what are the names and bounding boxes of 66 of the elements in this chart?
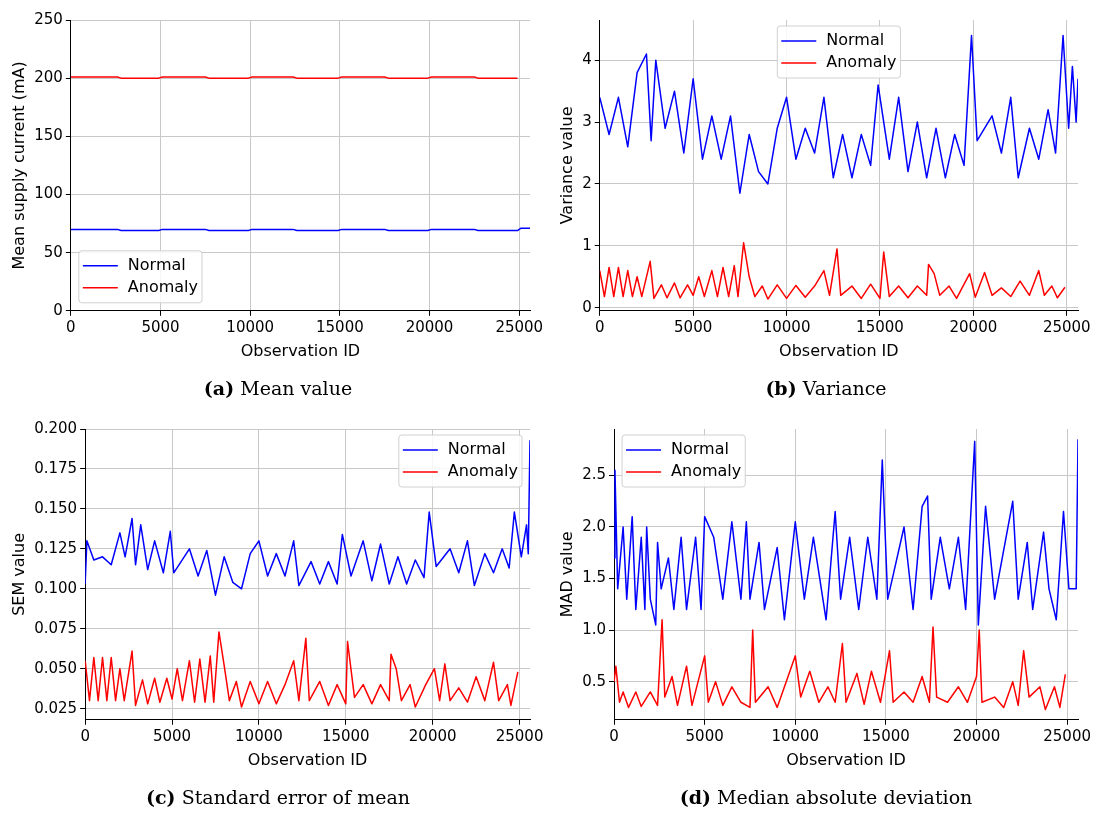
y-axis-title: MAD value: [556, 531, 576, 618]
y-tick-label: 100: [34, 184, 63, 203]
legend-label: Normal: [826, 30, 885, 50]
x-tick-label: 5000: [141, 317, 180, 336]
legend-label: Anomaly: [826, 52, 897, 72]
x-tick-label: 20000: [949, 317, 998, 336]
x-tick-label: 10000: [762, 317, 811, 336]
legend-label: Anomaly: [127, 276, 199, 296]
x-tick-label: 0: [609, 726, 619, 745]
y-tick-label: 50: [43, 242, 63, 261]
y-tick-label: 3: [582, 111, 592, 130]
y-tick-label: 0.200: [34, 418, 78, 437]
text: (c) Standard error of mean: [146, 786, 410, 808]
y-tick-label: 0.150: [34, 498, 78, 517]
x-tick-label: 25000: [1042, 317, 1091, 336]
y-axis-title: SEM value: [8, 532, 28, 616]
y-tick-label: 0.175: [34, 458, 78, 477]
legend-label: Anomaly: [671, 461, 742, 481]
x-tick-label: 25000: [495, 317, 544, 336]
y-tick-label: 0: [582, 297, 592, 316]
x-tick-label: 15000: [321, 726, 370, 745]
y-tick-label: 0.125: [34, 538, 78, 557]
text: (b) Variance: [765, 377, 887, 399]
x-tick-label: 10000: [226, 317, 275, 336]
x-tick-label: 15000: [856, 317, 904, 336]
x-axis-title: Observation ID: [247, 749, 368, 769]
y-tick-label: 1.0: [582, 619, 607, 638]
y-tick-label: 1.5: [582, 568, 607, 587]
x-tick-label: 20000: [952, 726, 1001, 745]
x-tick-label: 20000: [408, 726, 457, 745]
y-tick-label: 0.075: [34, 618, 78, 637]
y-tick-label: 150: [34, 126, 63, 145]
legend-label: Anomaly: [447, 461, 519, 481]
x-tick-label: 10000: [771, 726, 820, 745]
x-tick-label: 20000: [405, 317, 454, 336]
text: (d) Median absolute deviation: [679, 786, 973, 808]
y-tick-label: 0.050: [34, 658, 78, 677]
x-axis-title: Observation ID: [786, 749, 906, 769]
y-tick-label: 250: [34, 9, 63, 28]
y-tick-label: 0.025: [34, 698, 78, 717]
y-tick-label: 0.5: [582, 671, 607, 690]
x-axis-title: Observation ID: [779, 340, 899, 360]
x-tick-label: 5000: [685, 726, 724, 745]
x-tick-label: 15000: [862, 726, 910, 745]
x-axis-title: Observation ID: [240, 340, 361, 360]
y-tick-label: 2.5: [582, 465, 607, 484]
x-tick-label: 5000: [152, 726, 192, 745]
x-tick-label: 10000: [235, 726, 283, 745]
legend-label: Normal: [671, 439, 729, 459]
y-axis-title: Variance value: [556, 106, 576, 225]
text: (a) Mean value: [203, 377, 353, 399]
y-tick-label: 0: [53, 300, 63, 319]
y-tick-label: 2.0: [582, 516, 607, 535]
legend-label: Normal: [447, 439, 506, 459]
legend-label: Normal: [127, 254, 186, 274]
x-tick-label: 25000: [495, 726, 544, 745]
y-tick-label: 200: [34, 68, 63, 87]
y-axis-title: Mean supply current (mA): [8, 61, 28, 270]
x-tick-label: 15000: [316, 317, 364, 336]
y-tick-label: 2: [582, 173, 592, 192]
y-tick-label: 0.100: [34, 578, 78, 597]
x-tick-label: 25000: [1043, 726, 1091, 745]
x-tick-label: 0: [80, 726, 90, 745]
y-tick-label: 1: [582, 235, 592, 254]
y-tick-label: 4: [582, 50, 592, 69]
x-tick-label: 5000: [674, 317, 713, 336]
